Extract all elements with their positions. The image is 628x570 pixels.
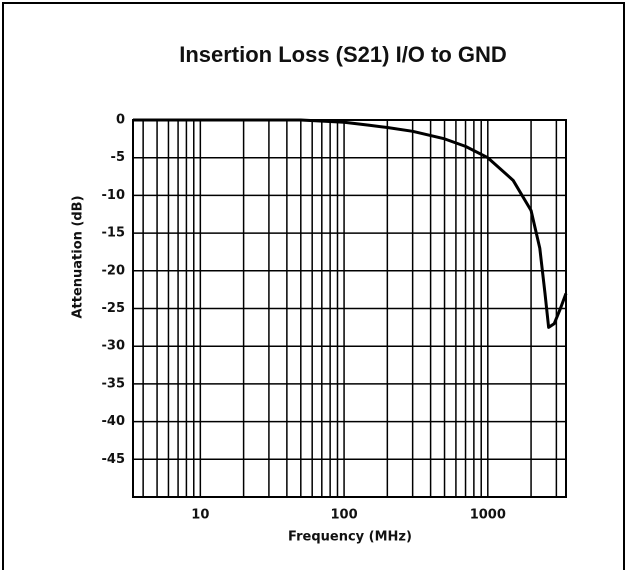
y-tick-label: 0 — [116, 113, 125, 128]
chart-title: Insertion Loss (S21) I/O to GND — [179, 42, 507, 67]
x-axis-label: Frequency (MHz) — [288, 530, 412, 545]
y-tick-label: -20 — [102, 263, 126, 278]
y-tick-label: -40 — [102, 414, 126, 429]
x-tick-label: 1000 — [470, 508, 506, 523]
y-tick-label: -25 — [102, 301, 126, 316]
y-tick-label: -15 — [102, 226, 126, 241]
data-line — [133, 118, 568, 329]
y-tick-label: -10 — [102, 188, 126, 203]
y-tick-label: -30 — [102, 339, 126, 354]
y-tick-label: -35 — [102, 376, 126, 391]
y-tick-label: -45 — [102, 452, 126, 467]
x-tick-label: 10 — [191, 508, 209, 523]
x-tick-label: 100 — [331, 508, 358, 523]
y-tick-label: -5 — [111, 150, 125, 165]
y-axis-label: Attenuation (dB) — [71, 195, 86, 318]
